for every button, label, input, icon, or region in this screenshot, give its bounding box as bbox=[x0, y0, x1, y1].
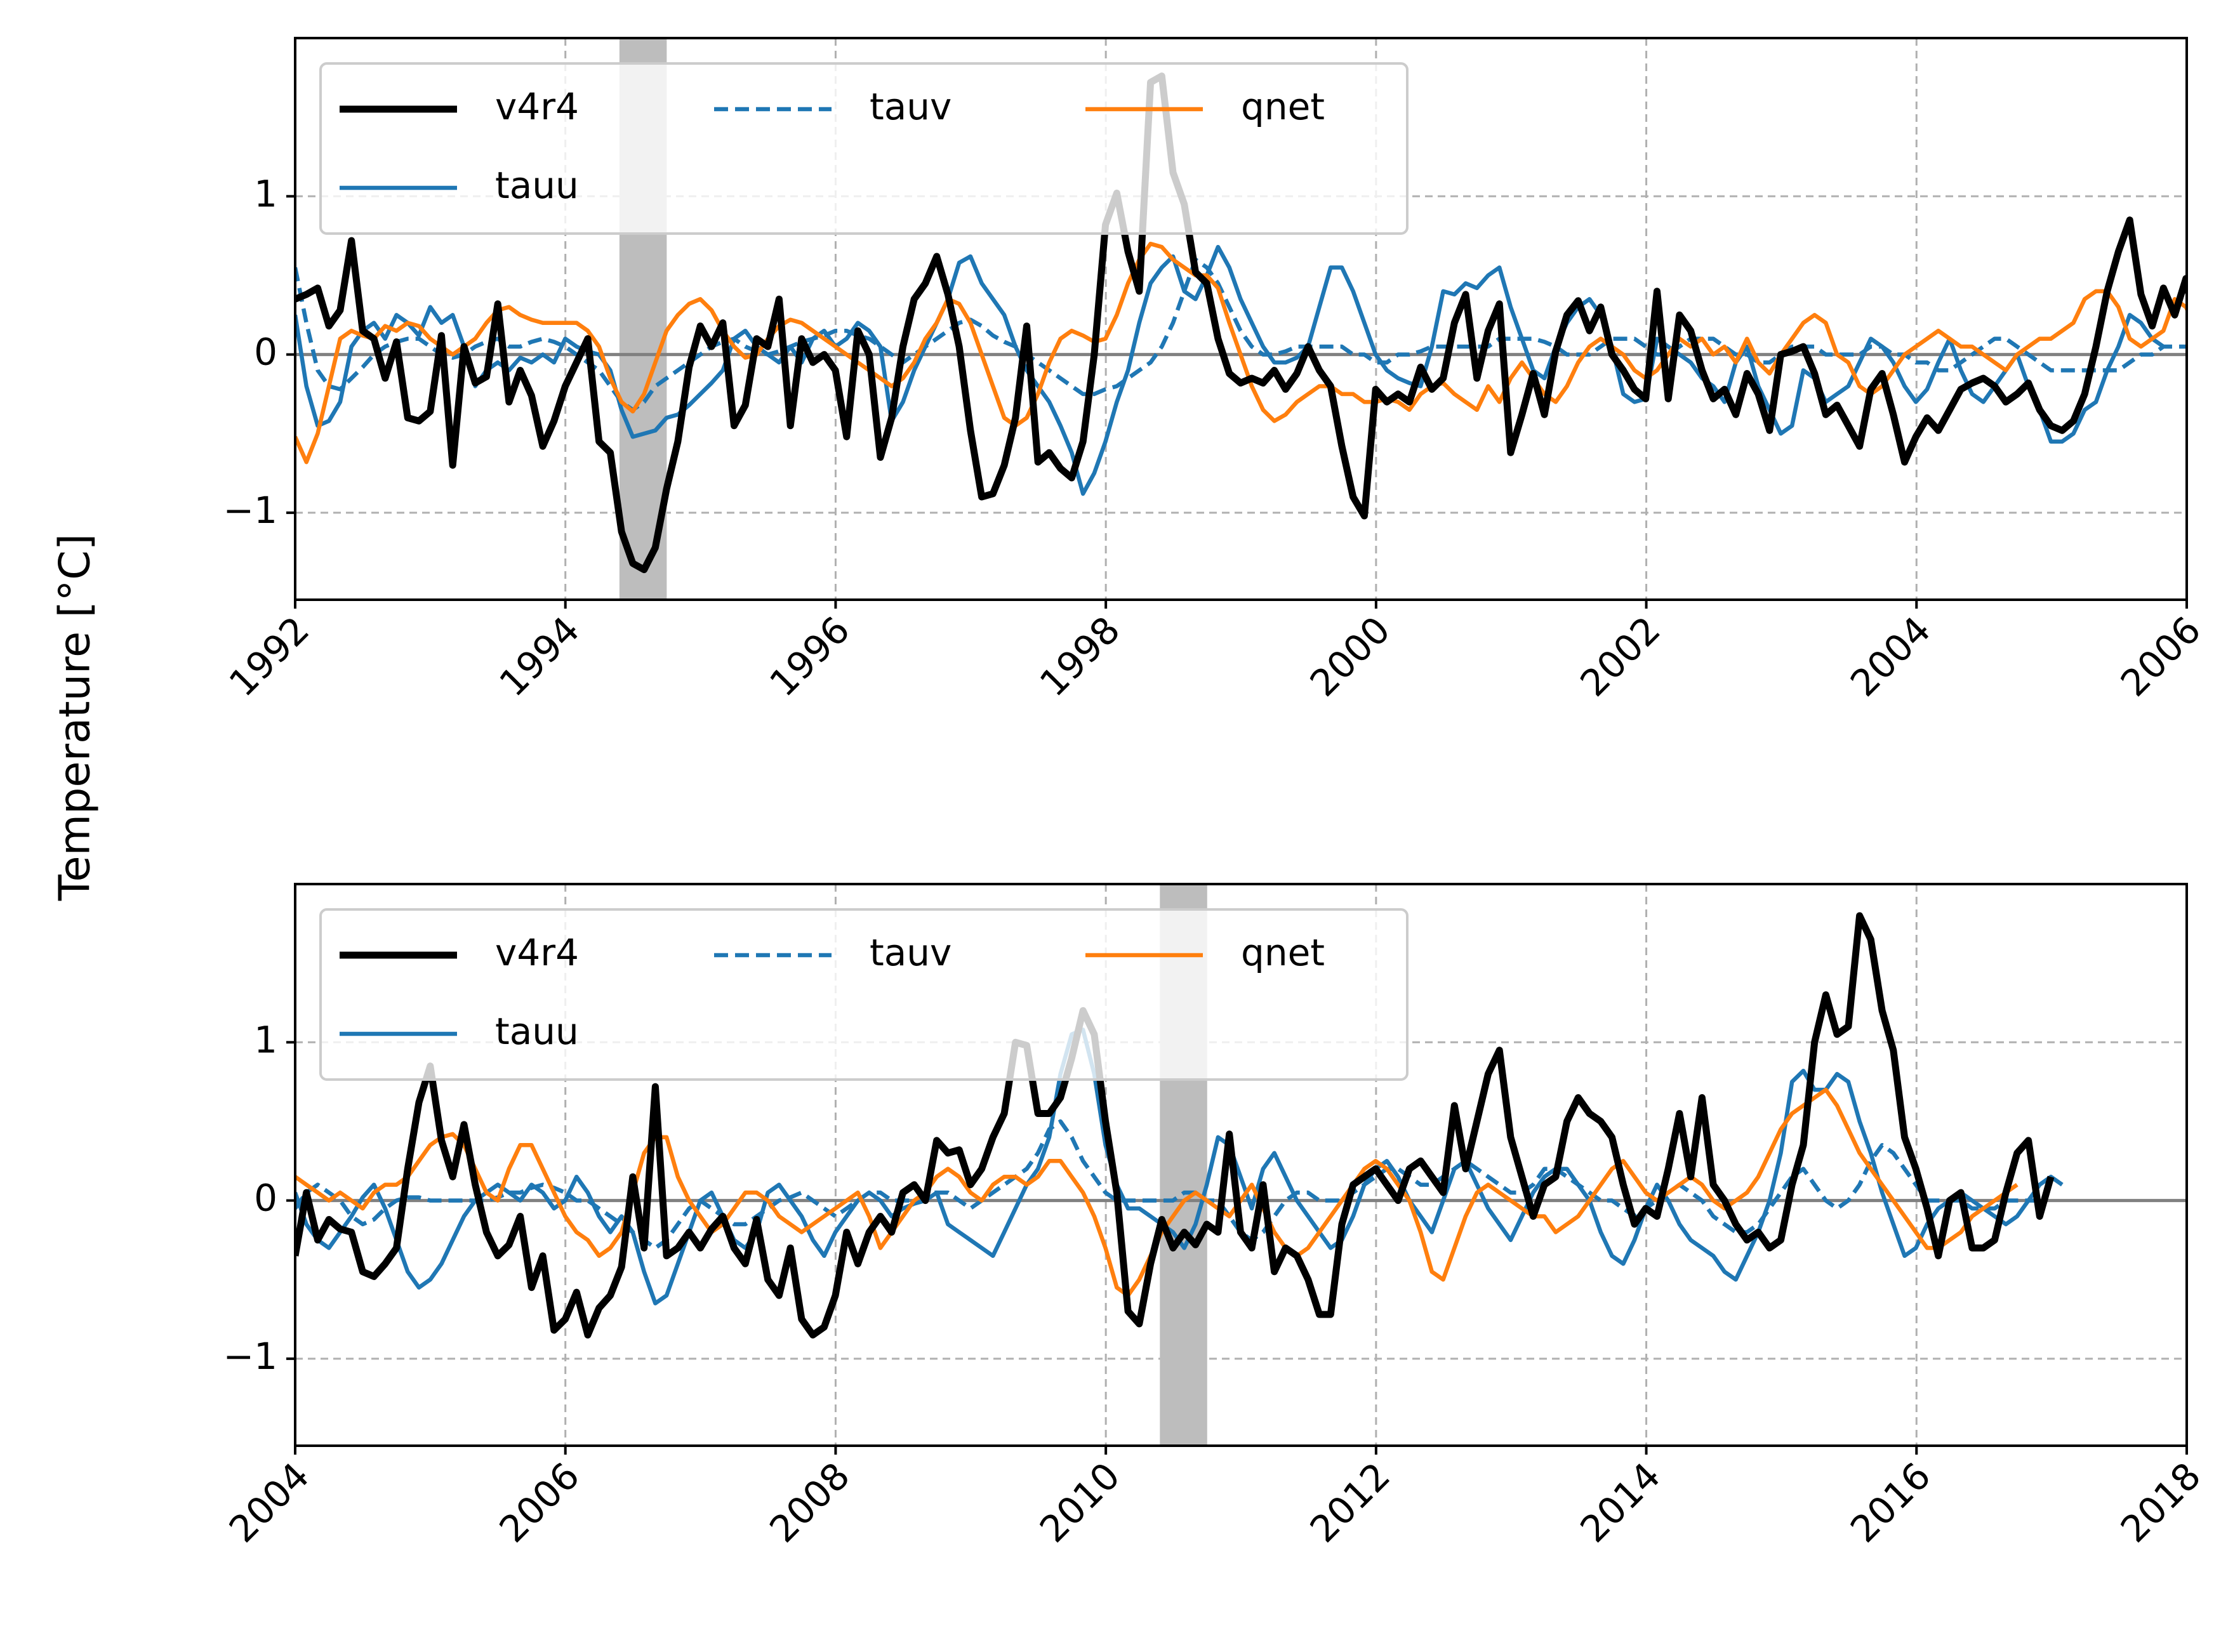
axes-frame bbox=[294, 883, 2188, 1447]
series-group bbox=[295, 72, 2187, 574]
axes-frame bbox=[294, 37, 2188, 601]
legend: v4r4 tauu tauv qnet bbox=[319, 62, 1409, 235]
y-tick-label: 0 bbox=[254, 1177, 277, 1220]
legend-label-tauv: tauv bbox=[870, 85, 951, 128]
series-line-v4r4 bbox=[295, 912, 2055, 1338]
legend-label-qnet: qnet bbox=[1241, 85, 1325, 128]
legend-label-tauu: tauu bbox=[495, 164, 579, 207]
legend-box bbox=[319, 908, 1409, 1081]
legend-label-qnet: qnet bbox=[1241, 931, 1325, 974]
legend: v4r4 tauu tauv qnet bbox=[319, 908, 1409, 1081]
legend-label-tauv: tauv bbox=[870, 931, 951, 974]
series-group bbox=[295, 912, 2064, 1338]
y-tick-label: −1 bbox=[223, 1335, 278, 1378]
series-line-tauv bbox=[295, 1119, 2040, 1250]
legend-label-v4r4: v4r4 bbox=[495, 85, 579, 128]
legend-label-tauu: tauu bbox=[495, 1010, 579, 1053]
series-line-qnet bbox=[295, 241, 2187, 465]
y-tick-label: −1 bbox=[223, 489, 278, 532]
y-axis-label: Temperature [°C] bbox=[50, 534, 100, 901]
y-tick-label: 1 bbox=[254, 172, 277, 215]
y-tick-label: 1 bbox=[254, 1018, 277, 1061]
legend-box bbox=[319, 62, 1409, 235]
series-line-v4r4 bbox=[295, 72, 2187, 574]
legend-label-v4r4: v4r4 bbox=[495, 931, 579, 974]
y-tick-label: 0 bbox=[254, 331, 277, 374]
